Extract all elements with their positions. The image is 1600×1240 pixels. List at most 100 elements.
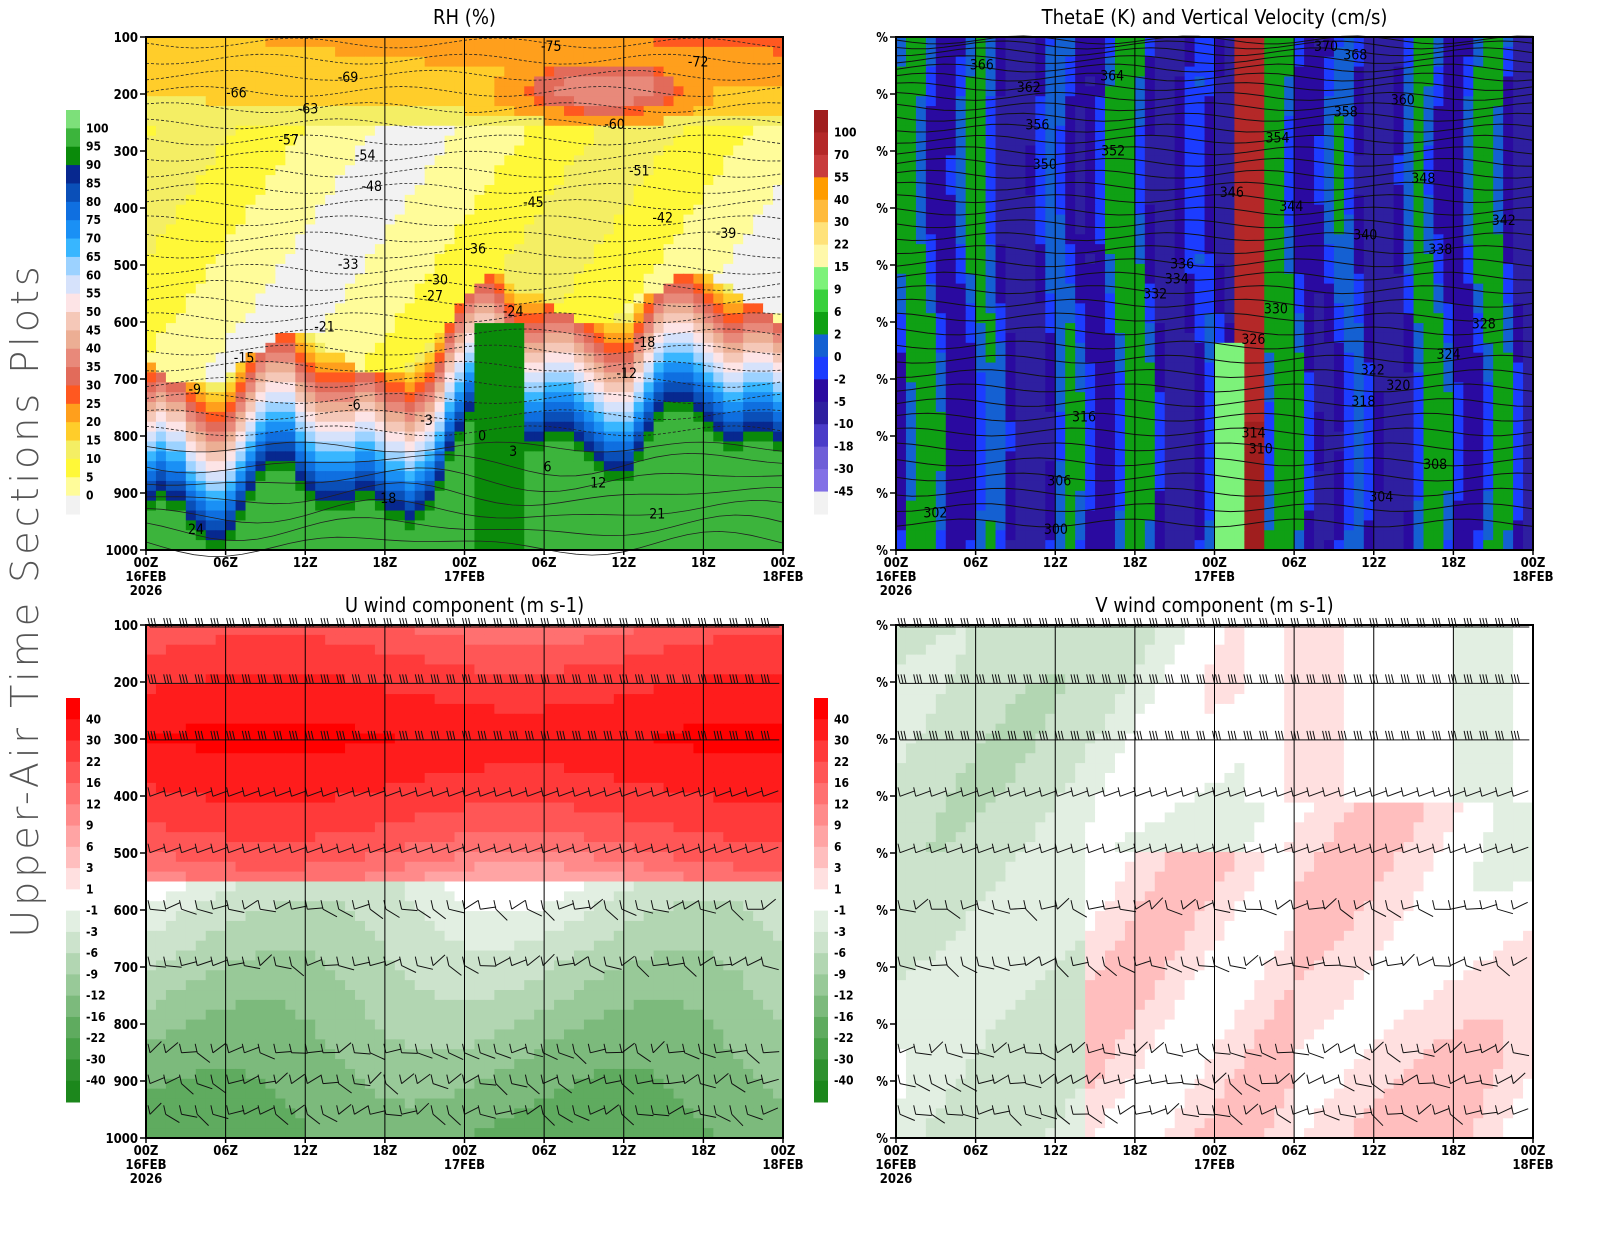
field-cell <box>206 441 217 451</box>
field-cell <box>255 185 266 195</box>
field-cell <box>265 244 276 254</box>
field-cell <box>753 402 764 412</box>
field-cell <box>534 86 545 96</box>
field-cell <box>285 294 296 304</box>
field-cell <box>236 116 247 126</box>
field-cell <box>1234 254 1245 264</box>
field-cell <box>614 441 625 451</box>
field-cell <box>594 323 605 333</box>
field-cell <box>693 451 704 461</box>
field-cell <box>674 234 685 244</box>
field-cell <box>186 284 197 294</box>
field-cell <box>305 47 316 57</box>
field-cell <box>265 461 276 471</box>
field-cell <box>674 432 685 442</box>
field-cell <box>1314 57 1325 67</box>
field-cell <box>325 471 336 481</box>
field-cell <box>634 76 645 86</box>
field-cell <box>156 96 167 106</box>
colorbar-label: 85 <box>86 177 101 191</box>
field-cell <box>1304 67 1315 77</box>
field-cell <box>415 205 426 215</box>
field-cell <box>435 234 446 244</box>
field-cell <box>986 146 997 156</box>
field-cell <box>733 76 744 86</box>
field-cell <box>156 530 167 540</box>
field-cell <box>763 402 774 412</box>
field-cell <box>166 530 177 540</box>
field-cell <box>455 234 466 244</box>
field-cell <box>236 530 247 540</box>
field-cell <box>634 215 645 225</box>
field-cell <box>1493 67 1504 77</box>
field-cell <box>624 284 635 294</box>
field-cell <box>664 363 675 373</box>
field-cell <box>1244 215 1255 225</box>
field-cell <box>693 303 704 313</box>
field-cell <box>1075 215 1086 225</box>
field-cell <box>1493 37 1504 47</box>
field-cell <box>544 146 555 156</box>
field-cell <box>455 323 466 333</box>
field-cell <box>166 402 177 412</box>
field-cell <box>365 224 376 234</box>
field-cell <box>906 215 917 225</box>
field-cell <box>554 372 565 382</box>
field-cell <box>295 530 306 540</box>
field-cell <box>435 126 446 136</box>
field-cell <box>733 422 744 432</box>
field-cell <box>216 96 227 106</box>
field-cell <box>1075 96 1086 106</box>
field-cell <box>946 155 957 165</box>
field-cell <box>743 37 754 47</box>
field-cell <box>355 57 366 67</box>
field-cell <box>295 481 306 491</box>
field-cell <box>196 47 207 57</box>
field-cell <box>226 116 237 126</box>
field-cell <box>1045 254 1056 264</box>
field-cell <box>693 215 704 225</box>
colorbar-swatch <box>66 128 80 147</box>
field-cell <box>395 471 406 481</box>
field-cell <box>906 116 917 126</box>
field-cell <box>574 284 585 294</box>
field-cell <box>1483 165 1494 175</box>
field-cell <box>584 323 595 333</box>
field-cell <box>564 185 575 195</box>
field-cell <box>226 402 237 412</box>
field-cell <box>614 382 625 392</box>
x-tick-date: 17FEB <box>444 570 485 585</box>
field-cell <box>654 491 665 501</box>
field-cell <box>1513 175 1524 185</box>
field-cell <box>226 136 237 146</box>
field-cell <box>385 185 396 195</box>
field-cell <box>1185 146 1196 156</box>
field-cell <box>514 343 525 353</box>
field-cell <box>206 284 217 294</box>
field-cell <box>246 451 257 461</box>
field-cell <box>395 215 406 225</box>
field-cell <box>1374 205 1385 215</box>
field-cell <box>1105 86 1116 96</box>
field-cell <box>896 76 907 86</box>
field-cell <box>1055 185 1066 195</box>
field-cell <box>713 76 724 86</box>
field-cell <box>614 284 625 294</box>
field-cell <box>176 481 187 491</box>
field-cell <box>206 511 217 521</box>
field-cell <box>534 254 545 264</box>
field-cell <box>425 491 436 501</box>
field-cell <box>624 76 635 86</box>
field-cell <box>465 146 476 156</box>
field-cell <box>494 126 505 136</box>
field-cell <box>275 224 286 234</box>
field-cell <box>664 402 675 412</box>
field-cell <box>474 155 485 165</box>
field-cell <box>1095 96 1106 106</box>
field-cell <box>614 224 625 234</box>
field-cell <box>405 382 416 392</box>
field-cell <box>564 67 575 77</box>
field-cell <box>1035 224 1046 234</box>
field-cell <box>1165 234 1176 244</box>
field-cell <box>743 96 754 106</box>
